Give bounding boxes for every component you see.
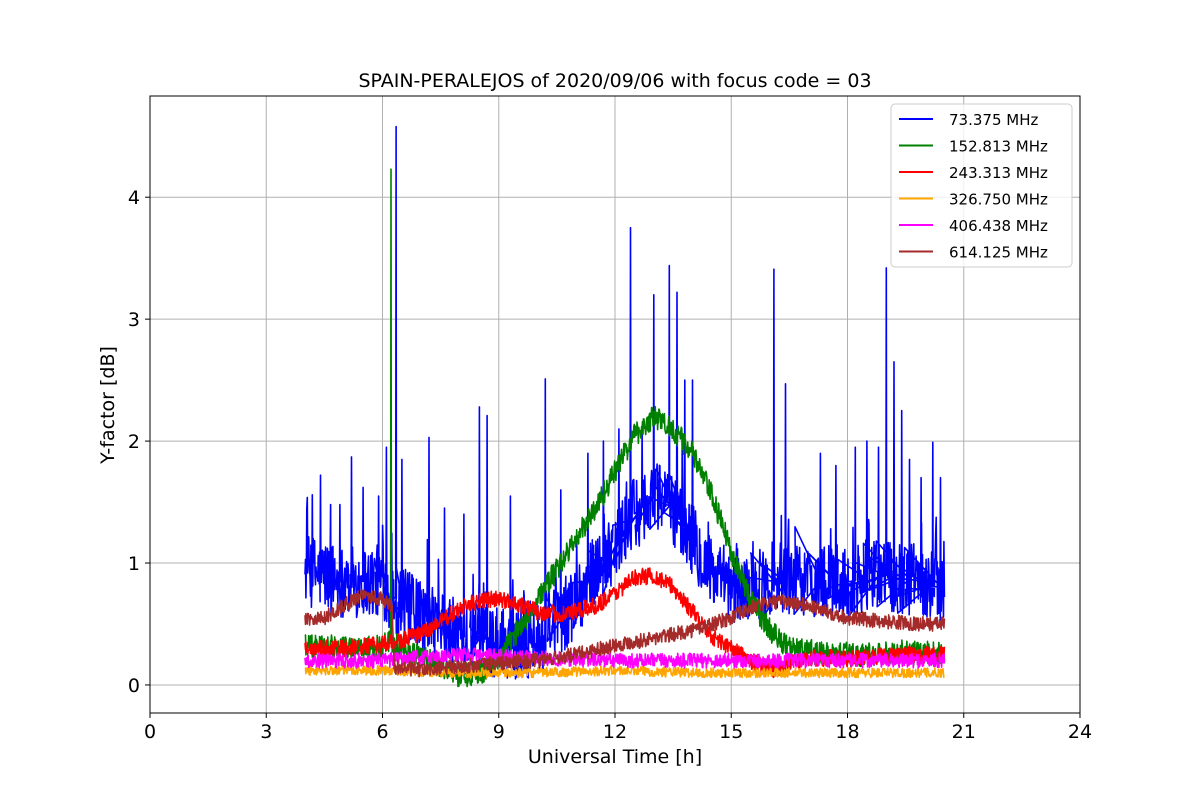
x-tick-label: 12 — [603, 721, 627, 743]
x-axis-label: Universal Time [h] — [528, 746, 702, 768]
x-tick-label: 15 — [719, 721, 743, 743]
series-line-0 — [304, 125, 946, 680]
y-tick-label: 4 — [128, 187, 140, 209]
y-tick-label: 2 — [128, 431, 140, 453]
x-tick-label: 21 — [952, 721, 976, 743]
x-tick-label: 0 — [144, 721, 156, 743]
legend-entry: 73.375 MHz — [949, 111, 1038, 129]
x-tick-label: 3 — [260, 721, 272, 743]
legend-entry: 326.750 MHz — [949, 191, 1048, 209]
legend-entry: 406.438 MHz — [949, 217, 1048, 235]
x-tick-label: 6 — [376, 721, 388, 743]
legend-entry: 243.313 MHz — [949, 164, 1048, 182]
y-axis: 0 1 2 3 4 — [128, 187, 150, 697]
legend-entry: 614.125 MHz — [949, 244, 1048, 262]
y-tick-label: 0 — [128, 675, 140, 697]
x-tick-label: 18 — [835, 721, 859, 743]
chart-title: SPAIN-PERALEJOS of 2020/09/06 with focus… — [358, 70, 871, 92]
x-tick-label: 24 — [1068, 721, 1092, 743]
plot-area — [304, 125, 946, 688]
series-line-4 — [304, 647, 946, 669]
x-axis: 0 3 6 9 12 15 18 21 24 — [144, 713, 1092, 743]
x-tick-label: 9 — [493, 721, 505, 743]
legend-entry: 152.813 MHz — [949, 138, 1048, 156]
series-line-5 — [304, 589, 946, 678]
y-axis-label: Y-factor [dB] — [97, 346, 119, 465]
legend: 73.375 MHz 152.813 MHz 243.313 MHz 326.750 … — [890, 103, 1073, 268]
y-tick-label: 1 — [128, 553, 140, 575]
series-group — [304, 125, 946, 688]
legend-box — [890, 103, 1073, 268]
y-tick-label: 3 — [128, 309, 140, 331]
